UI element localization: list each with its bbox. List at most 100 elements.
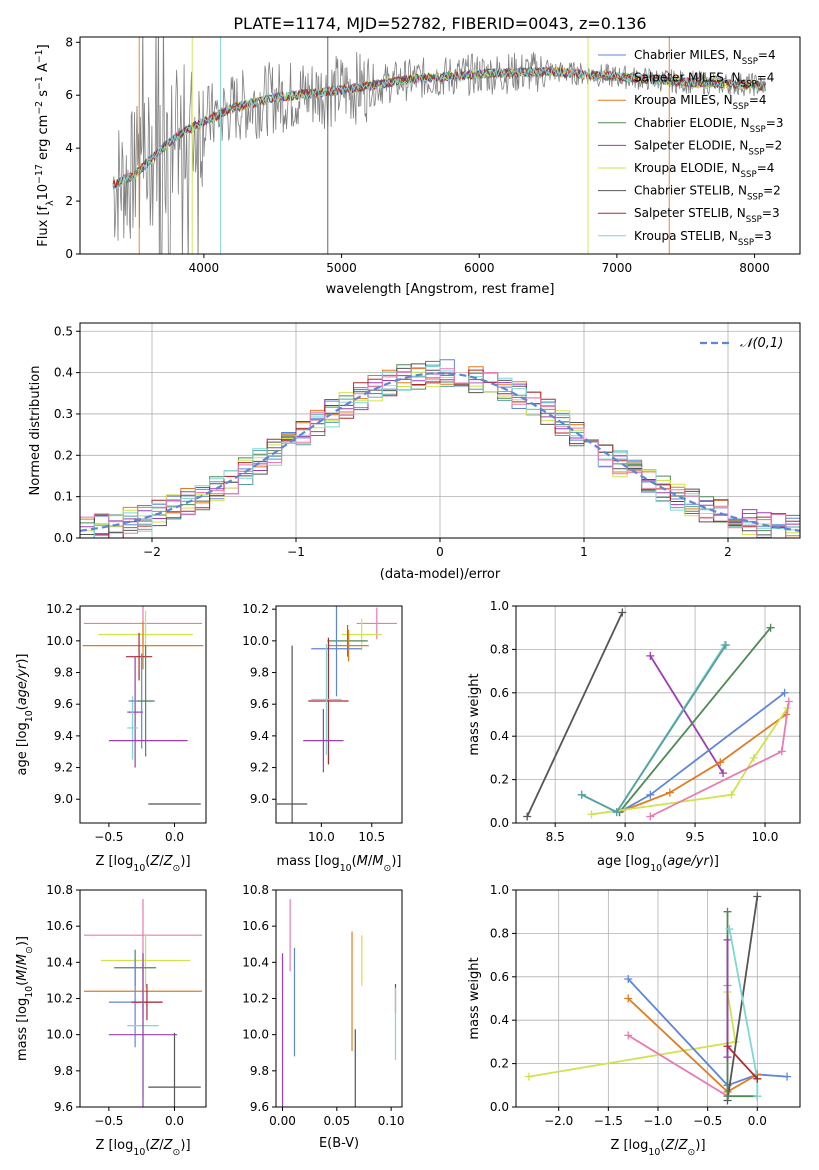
y-tick-label: 0.5	[54, 324, 73, 338]
y-tick-label: 9.8	[250, 666, 269, 680]
x-tick-label: 5000	[326, 261, 357, 275]
x-tick-label: 0.05	[323, 1114, 350, 1128]
mass-weight-marker	[749, 753, 758, 762]
y-tick-label: 2	[65, 194, 73, 208]
x-axis-label: Z [log10(Z/Z⊙)]	[95, 854, 190, 874]
y-tick-label: 0.4	[490, 729, 509, 743]
mass-weight-marker	[723, 935, 732, 944]
y-tick-label: 0.2	[490, 1057, 509, 1071]
mass-weight-marker	[612, 808, 621, 817]
mass-weight-marker	[753, 892, 762, 901]
mass-weight-line	[618, 627, 772, 813]
x-tick-label: −0.5	[94, 1114, 123, 1128]
plot-area-age-vs-mass	[277, 606, 397, 823]
x-axis-label: wavelength [Angstrom, rest frame]	[326, 282, 555, 297]
y-tick-label: 0.6	[490, 970, 509, 984]
y-tick-label: 10.0	[242, 634, 269, 648]
x-tick-label: 0.0	[165, 830, 184, 844]
x-axis-label: age [log10(age/yr)]	[597, 854, 719, 874]
y-tick-label: 0.4	[490, 1013, 509, 1027]
y-tick-label: 0.1	[54, 490, 73, 504]
y-axis-label: Normed distribution	[28, 366, 43, 496]
y-tick-label: 9.8	[54, 666, 73, 680]
plot-area-weight-vs-Z	[524, 892, 792, 1105]
mass-weight-line	[627, 978, 788, 1087]
y-axis-label: age [log10(age/yr)]	[15, 653, 35, 775]
y-tick-label: 4	[65, 141, 73, 155]
mass-weight-marker	[784, 697, 793, 706]
x-tick-label: −0.5	[693, 1114, 722, 1128]
mass-weight-marker	[753, 1092, 762, 1101]
x-axis-label: (data-model)/error	[380, 567, 501, 582]
x-axis-label: E(B-V)	[319, 1136, 359, 1151]
y-tick-label: 9.8	[250, 1064, 269, 1078]
plot-area-spectrum	[112, 37, 767, 254]
x-tick-label: 2	[724, 545, 732, 559]
x-tick-label: 0	[436, 545, 444, 559]
x-tick-label: 8000	[739, 261, 770, 275]
y-tick-label: 9.6	[250, 697, 269, 711]
mass-weight-marker	[725, 925, 734, 934]
mass-weight-marker	[780, 688, 789, 697]
x-tick-label: 8.5	[546, 830, 565, 844]
x-tick-label: 10.0	[752, 830, 779, 844]
legend-label: Chabrier STELIB, NSSP=2	[634, 184, 781, 203]
y-tick-label: 0.6	[490, 686, 509, 700]
normal-reference-curve	[80, 371, 800, 532]
y-tick-label: 9.0	[54, 792, 73, 806]
x-tick-label: 4000	[189, 261, 220, 275]
panel-age-vs-mass: 10.0 10.5 9.0 9.2 9.4 9.6 9.8 10.0 10.2 mass [log…	[242, 602, 403, 874]
y-tick-label: 10.6	[242, 919, 269, 933]
y-tick-label: 0.0	[490, 1100, 509, 1114]
y-tick-label: 9.4	[250, 729, 269, 743]
y-tick-label: 10.6	[46, 919, 73, 933]
x-tick-label: 0.10	[378, 1114, 405, 1128]
x-axis-label: Z [log10(Z/Z⊙)]	[610, 1138, 705, 1158]
legend: Chabrier MILES, NSSP=4 Salpeter MILES, NS…	[598, 48, 783, 248]
y-axis-label: mass weight	[467, 673, 482, 755]
y-tick-label: 9.8	[54, 1064, 73, 1078]
panels: 4000 5000 6000 7000 8000 0 2 4 6 8 wavelength [Ang…	[15, 35, 801, 1158]
mass-weight-marker	[723, 907, 732, 916]
x-tick-label: 7000	[602, 261, 633, 275]
y-tick-label: 0.2	[54, 448, 73, 462]
y-tick-label: 0.3	[54, 407, 73, 421]
residual-histogram	[80, 367, 800, 538]
panel-residuals: −2 −1 0 1 2 0.0 0.1 0.2 0.3 0.4 0.5 (data-model)/er…	[28, 322, 801, 582]
axes-frame	[275, 605, 403, 824]
plot-area-age-vs-Z	[82, 606, 204, 805]
mass-weight-marker	[721, 641, 730, 650]
legend-label: 𝒩(0,1)	[740, 336, 783, 351]
y-axis-label: mass [log10(M/M⊙)]	[15, 936, 35, 1061]
y-tick-label: 10.0	[46, 634, 73, 648]
x-tick-label: 1	[580, 545, 588, 559]
mass-weight-marker	[624, 1031, 633, 1040]
panel-mass-vs-Z: −0.5 0.0 9.6 9.8 10.0 10.2 10.4 10.6 10.8 Z [log1…	[15, 883, 207, 1158]
y-tick-label: 9.6	[250, 1100, 269, 1114]
y-tick-label: 0.0	[54, 531, 73, 545]
y-tick-label: 9.4	[54, 729, 73, 743]
y-tick-label: 0.0	[490, 816, 509, 830]
y-tick-label: 9.2	[250, 761, 269, 775]
plot-area-mass-vs-Z	[83, 899, 203, 1107]
mass-weight-marker	[777, 747, 786, 756]
mass-weight-marker	[727, 790, 736, 799]
panel-weight-vs-Z: −2.0 −1.5 −1.0 −0.5 0.0 0.0 0.2 0.4 0.6 0.8 1.0 Z […	[467, 883, 801, 1158]
mass-weight-marker	[646, 790, 655, 799]
y-tick-label: 9.6	[54, 697, 73, 711]
mass-weight-marker	[618, 608, 627, 617]
y-tick-label: 0.2	[490, 773, 509, 787]
x-tick-label: −2.0	[544, 1114, 573, 1128]
mass-weight-marker	[723, 1092, 732, 1101]
y-tick-label: 10.8	[46, 883, 73, 897]
mass-weight-marker	[524, 1072, 533, 1081]
plot-area-weight-vs-age	[523, 608, 793, 821]
x-tick-label: −1.0	[643, 1114, 672, 1128]
x-tick-label: 9.0	[616, 830, 635, 844]
x-tick-label: −1.5	[594, 1114, 623, 1128]
axes-frame	[515, 605, 801, 824]
legend-label: Chabrier ELODIE, NSSP=3	[634, 116, 783, 135]
y-tick-label: 0.4	[54, 366, 73, 380]
